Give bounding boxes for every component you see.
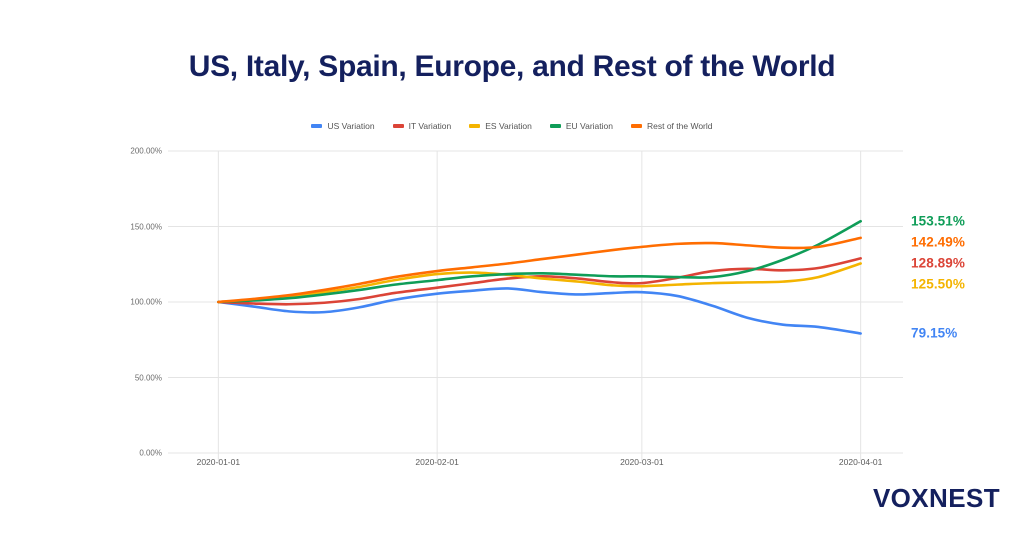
- series-line-1: [217, 257, 862, 306]
- series-end-label: 79.15%: [911, 325, 958, 341]
- series-end-label: 125.50%: [911, 276, 965, 292]
- legend-item-1[interactable]: IT Variation: [392, 121, 452, 131]
- x-axis-tick-label: 2020-02-01: [415, 457, 459, 467]
- legend-item-0[interactable]: US Variation: [311, 121, 375, 131]
- legend-swatch-icon: [311, 124, 323, 128]
- legend-label: ES Variation: [485, 121, 532, 131]
- y-axis-tick-label: 50.00%: [134, 373, 162, 382]
- x-axis-tick-label: 2020-04-01: [838, 457, 883, 467]
- legend-item-3[interactable]: EU Variation: [549, 121, 613, 131]
- series-end-label: 142.49%: [911, 234, 965, 250]
- x-axis-tick-label: 2020-01-01: [196, 457, 241, 467]
- voxnest-logo: VOXNEST: [872, 483, 1000, 513]
- legend-label: IT Variation: [408, 121, 452, 131]
- y-axis-tick-label: 150.00%: [130, 222, 162, 231]
- y-axis-tick-label: 100.00%: [130, 297, 162, 307]
- series-line-3: [217, 219, 862, 304]
- y-axis-tick-label: 200.00%: [130, 146, 162, 156]
- legend-swatch-icon: [392, 124, 404, 128]
- legend-label: EU Variation: [565, 121, 613, 131]
- legend-label: US Variation: [327, 121, 375, 131]
- legend-label: Rest of the World: [646, 121, 713, 131]
- legend-swatch-icon: [630, 124, 642, 128]
- legend-item-2[interactable]: ES Variation: [469, 121, 532, 131]
- x-axis-tick-label: 2020-03-01: [620, 457, 664, 467]
- chart-legend: US Variation IT Variation ES Variation EU V…: [0, 121, 1024, 131]
- legend-item-4[interactable]: Rest of the World: [630, 121, 713, 131]
- y-axis-tick-label: 0.00%: [139, 448, 162, 458]
- series-end-label: 153.51%: [911, 213, 965, 229]
- legend-swatch-icon: [549, 124, 561, 128]
- series-line-0: [217, 287, 862, 335]
- series-line-4: [217, 236, 862, 304]
- legend-swatch-icon: [469, 124, 481, 128]
- series-line-2: [217, 262, 862, 304]
- page-title: US, Italy, Spain, Europe, and Rest of th…: [188, 50, 836, 83]
- series-end-label: 128.89%: [911, 255, 965, 271]
